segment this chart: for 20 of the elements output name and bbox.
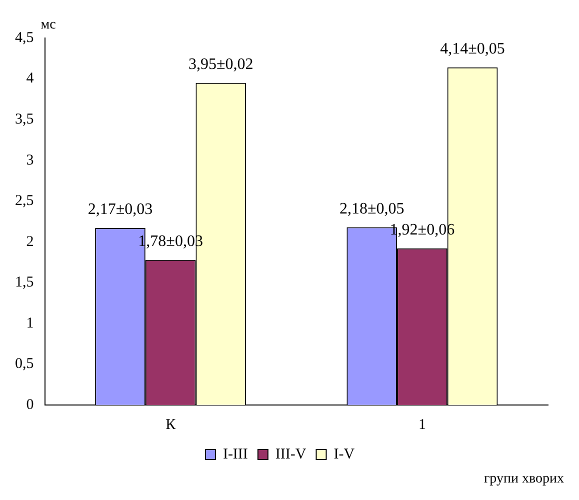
y-tick-label: 2,5	[15, 193, 34, 210]
y-axis-title: мс	[40, 18, 56, 33]
y-tick-label: 0,5	[15, 356, 34, 372]
y-tick-label: 4,5	[15, 30, 34, 46]
legend-label: I-V	[334, 446, 355, 462]
y-tick-label: 4	[26, 70, 34, 87]
data-label: 4,14±0,05	[440, 40, 505, 58]
x-axis-title: групи хворих	[484, 472, 564, 487]
data-label: 2,17±0,03	[88, 201, 153, 218]
y-tick-label: 3	[26, 152, 34, 168]
y-tick-label: 1	[26, 315, 34, 332]
x-tick-label: К	[166, 416, 177, 433]
y-tick-label: 0	[26, 396, 34, 413]
data-label: 3,95±0,02	[188, 56, 254, 74]
y-tick-label: 2	[26, 234, 34, 250]
legend-label: III-V	[275, 446, 306, 462]
legend-label: I-III	[222, 446, 248, 462]
y-tick-label: 1,5	[15, 274, 34, 291]
data-label: 2,18±0,05	[339, 200, 404, 218]
y-tick-label: 3,5	[15, 111, 34, 128]
